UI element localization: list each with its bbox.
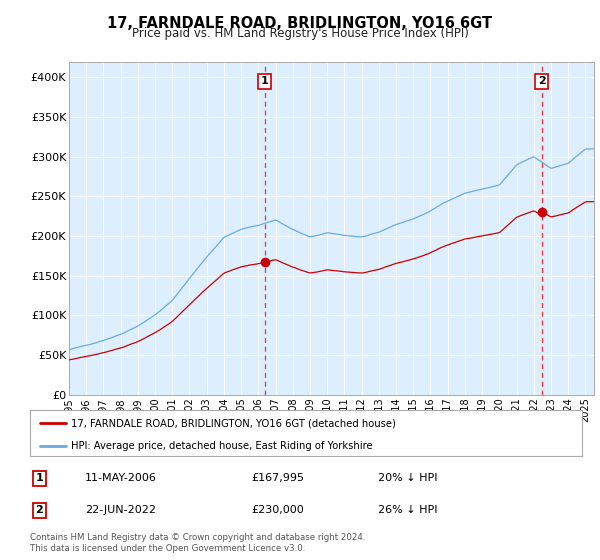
Text: 17, FARNDALE ROAD, BRIDLINGTON, YO16 6GT (detached house): 17, FARNDALE ROAD, BRIDLINGTON, YO16 6GT…: [71, 418, 396, 428]
Text: 17, FARNDALE ROAD, BRIDLINGTON, YO16 6GT: 17, FARNDALE ROAD, BRIDLINGTON, YO16 6GT: [107, 16, 493, 31]
Text: 2: 2: [35, 505, 43, 515]
Text: HPI: Average price, detached house, East Riding of Yorkshire: HPI: Average price, detached house, East…: [71, 441, 373, 451]
Text: 20% ↓ HPI: 20% ↓ HPI: [378, 473, 437, 483]
Text: £167,995: £167,995: [251, 473, 304, 483]
Text: 11-MAY-2006: 11-MAY-2006: [85, 473, 157, 483]
Text: 22-JUN-2022: 22-JUN-2022: [85, 505, 156, 515]
Text: Price paid vs. HM Land Registry's House Price Index (HPI): Price paid vs. HM Land Registry's House …: [131, 27, 469, 40]
Text: Contains HM Land Registry data © Crown copyright and database right 2024.
This d: Contains HM Land Registry data © Crown c…: [30, 533, 365, 553]
Text: 1: 1: [261, 76, 269, 86]
Text: 26% ↓ HPI: 26% ↓ HPI: [378, 505, 437, 515]
Text: £230,000: £230,000: [251, 505, 304, 515]
Text: 1: 1: [35, 473, 43, 483]
Text: 2: 2: [538, 76, 546, 86]
